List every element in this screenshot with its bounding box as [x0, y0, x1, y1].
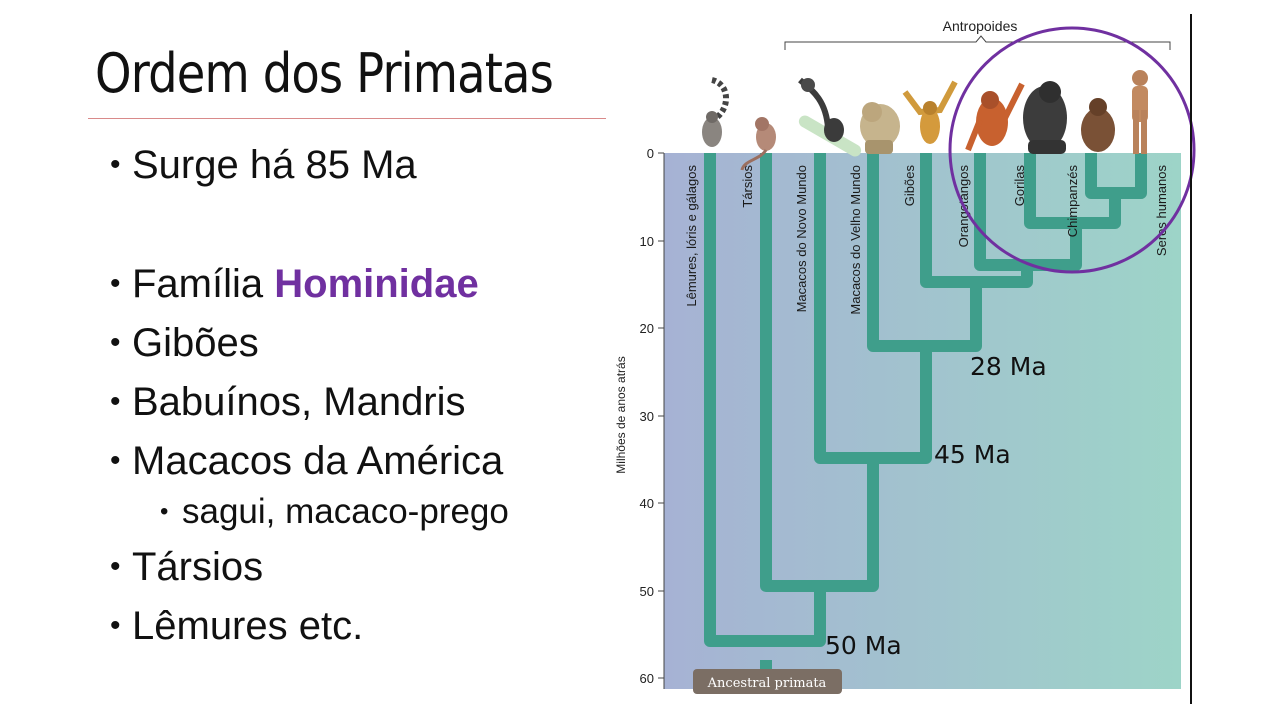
branch-tarsiers-anthropoids: [760, 153, 879, 592]
root-label: Ancestral primata: [707, 676, 827, 691]
bullet-hominidae: • Família Hominidae: [110, 262, 479, 306]
y-axis-label: Milhões de anos atrás: [614, 356, 628, 473]
tick-label-60: 60: [640, 671, 654, 686]
bullet-sub-marmoset: • sagui, macaco-prego: [160, 492, 509, 531]
slide-title: Ordem dos Primatas: [95, 42, 554, 105]
bullet-text: Família: [132, 262, 275, 306]
taxon-label-gorillas: Gorilas: [1012, 165, 1027, 207]
bullet-text: Babuínos, Mandris: [132, 380, 466, 424]
taxon-label-tarsiers: Társios: [740, 165, 755, 208]
right-edge-line: [1190, 14, 1192, 704]
annotation-50-ma: 50 Ma: [825, 631, 902, 660]
bullet-text: Társios: [132, 545, 264, 589]
gorilla-illustration: [1023, 81, 1067, 154]
hominidae-highlight-circle: [948, 26, 1196, 274]
branch-chimps-humans: [1085, 153, 1147, 199]
tick-label-0: 0: [647, 146, 654, 161]
chimpanzee-illustration: [1081, 98, 1115, 152]
primate-illustrations: [702, 70, 1148, 171]
taxon-label-lemurs: Lêmures, lóris e gálagos: [684, 165, 699, 307]
gibbon-illustration: [902, 80, 958, 144]
tarsier-illustration: [740, 117, 776, 171]
taxon-label-gibbons: Gibões: [902, 165, 917, 207]
bullet-text: sagui, macaco-prego: [182, 492, 509, 531]
annotation-28-ma: 28 Ma: [970, 352, 1047, 381]
branch-lemurs-anthropoids: [704, 153, 826, 647]
branch-oldworld-apes: [867, 153, 982, 352]
taxon-label-humans: Seres humanos: [1154, 165, 1169, 257]
bullet-origin: • Surge há 85 Ma: [110, 143, 417, 187]
tick-label-50: 50: [640, 584, 654, 599]
taxon-label-new-world-monkeys: Macacos do Novo Mundo: [794, 165, 809, 312]
taxon-label-old-world-monkeys: Macacos do Velho Mundo: [848, 165, 863, 315]
bullet-text: Surge há 85 Ma: [132, 143, 417, 187]
bullet-new-world: • Macacos da América: [110, 439, 504, 483]
orangutan-illustration: [965, 82, 1025, 152]
bullet-gibbons: • Gibões: [110, 321, 259, 365]
bullet-tarsiers: • Társios: [110, 545, 264, 589]
baboon-illustration: [860, 102, 900, 154]
annotation-45-ma: 45 Ma: [934, 440, 1011, 469]
anthropoids-bracket: [784, 35, 1171, 50]
branch-platyrrhini-catarrhini: [814, 153, 932, 464]
lemur-illustration: [702, 77, 729, 147]
bullet-text: Gibões: [132, 321, 259, 365]
human-illustration: [1132, 70, 1148, 154]
y-axis-ticks: [658, 152, 664, 679]
anthropoids-label: Antropoides: [943, 18, 1018, 34]
highlight-term: Hominidae: [274, 262, 479, 306]
new-world-monkey-illustration: [798, 77, 862, 157]
tick-label-40: 40: [640, 496, 654, 511]
branch-gorillas-homo-pan: [1024, 153, 1121, 229]
bullet-lemurs: • Lêmures etc.: [110, 604, 364, 648]
taxon-label-chimpanzees: Chimpanzés: [1065, 165, 1080, 238]
tick-label-30: 30: [640, 409, 654, 424]
bullet-baboons: • Babuínos, Mandris: [110, 380, 466, 424]
title-divider: [88, 118, 606, 119]
bullet-text: Lêmures etc.: [132, 604, 364, 648]
tick-label-20: 20: [640, 321, 654, 336]
tick-label-10: 10: [640, 234, 654, 249]
branch-gibbons-hominids: [920, 153, 1033, 288]
root-label-box: [693, 669, 842, 694]
bullet-text: Macacos da América: [132, 439, 504, 483]
